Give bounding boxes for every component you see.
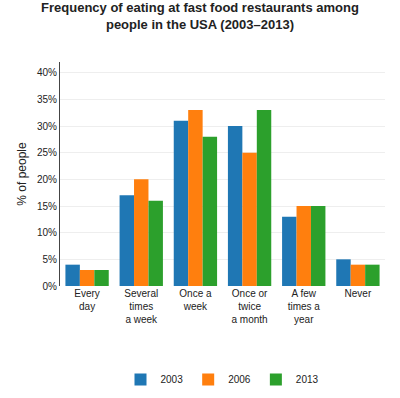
svg-text:20%: 20% [37, 174, 57, 185]
svg-text:% of people: % of people [15, 142, 29, 206]
svg-text:15%: 15% [37, 201, 57, 212]
svg-text:Once ortwicea month: Once ortwicea month [232, 288, 269, 325]
svg-text:35%: 35% [37, 94, 57, 105]
svg-text:Frequency of eating at fast fo: Frequency of eating at fast food restaur… [41, 0, 359, 32]
svg-text:Everyday: Everyday [74, 288, 100, 312]
svg-text:25%: 25% [37, 147, 57, 158]
svg-text:10%: 10% [37, 227, 57, 238]
svg-text:2013: 2013 [296, 374, 319, 385]
svg-text:2003: 2003 [161, 374, 184, 385]
svg-text:30%: 30% [37, 121, 57, 132]
svg-text:A fewtimes ayear: A fewtimes ayear [288, 288, 321, 325]
svg-text:2006: 2006 [228, 374, 251, 385]
svg-text:Severaltimesa week: Severaltimesa week [124, 288, 158, 325]
svg-text:40%: 40% [37, 67, 57, 78]
svg-text:Never: Never [345, 288, 372, 299]
svg-text:5%: 5% [43, 254, 58, 265]
svg-text:0%: 0% [43, 281, 58, 292]
svg-text:Once aweek: Once aweek [179, 288, 212, 312]
